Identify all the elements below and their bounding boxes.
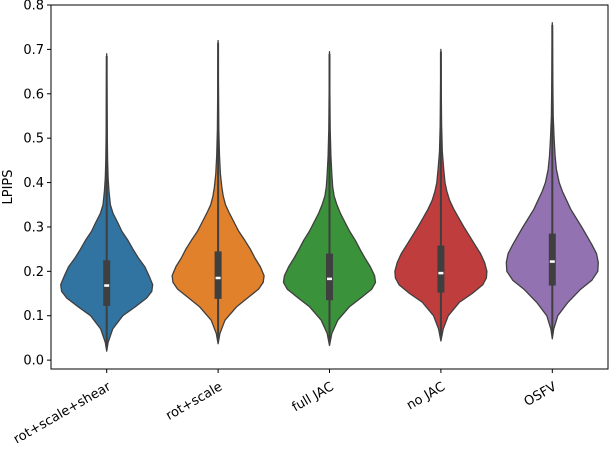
violins-layer <box>60 22 599 352</box>
violin-iqr-box <box>326 253 333 301</box>
y-tick-label: 0.5 <box>23 132 44 147</box>
y-tick-label: 0.0 <box>23 354 44 369</box>
y-tick-label: 0.3 <box>23 220 44 235</box>
y-tick-label: 0.4 <box>23 176 44 191</box>
x-axis: rot+scale+shear rot+scale full JAC no JAC OS… <box>11 369 559 447</box>
x-tick-label: full JAC <box>290 379 337 415</box>
violin-iqr-box <box>214 251 222 299</box>
y-tick-label: 0.6 <box>23 87 44 102</box>
violin-group <box>282 50 377 347</box>
violin-iqr-box <box>437 245 445 293</box>
violin-iqr-box <box>103 260 111 306</box>
y-axis-label: LPIPS <box>1 169 16 204</box>
y-axis: 0.0 0.1 0.2 0.3 0.4 0.5 0.6 0.7 0.8 <box>23 0 51 369</box>
violin-group <box>171 39 265 345</box>
x-tick-label: rot+scale+shear <box>11 379 114 447</box>
y-tick-label: 0.7 <box>23 43 44 58</box>
violin-group <box>505 22 599 340</box>
violin-iqr-box <box>548 233 556 286</box>
y-tick-label: 0.1 <box>23 309 44 324</box>
x-tick-label: no JAC <box>404 379 448 413</box>
x-tick-label: rot+scale <box>163 379 225 423</box>
x-tick-label: OSFV <box>522 379 560 409</box>
violin-group <box>60 53 154 352</box>
y-tick-label: 0.2 <box>23 265 44 280</box>
violin-group <box>394 48 488 342</box>
y-tick-label: 0.8 <box>23 0 44 14</box>
